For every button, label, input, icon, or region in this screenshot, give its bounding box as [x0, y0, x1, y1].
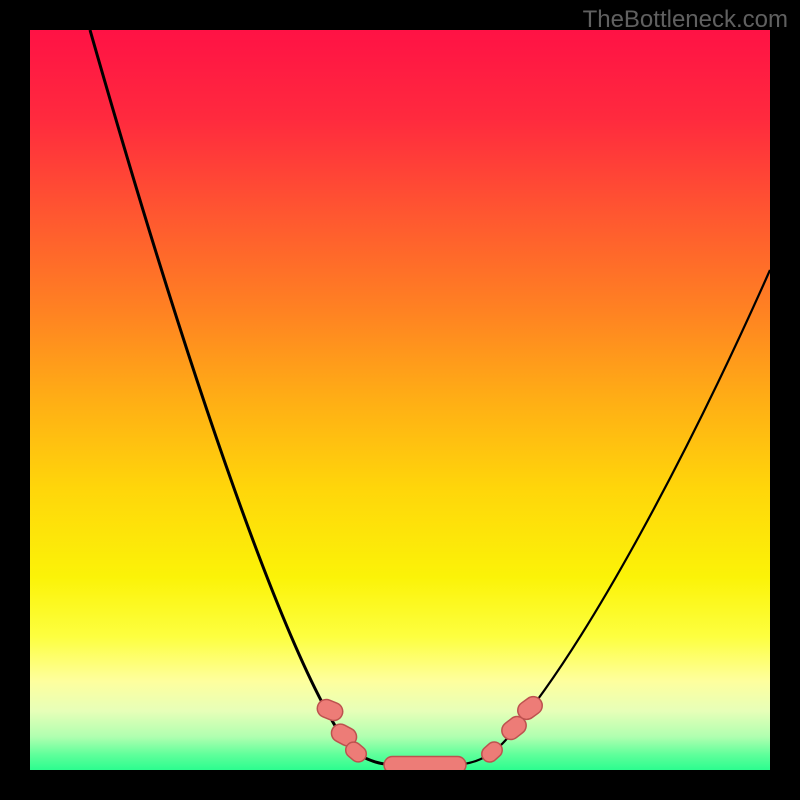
gradient-background — [30, 30, 770, 770]
watermark-text: TheBottleneck.com — [583, 6, 788, 34]
